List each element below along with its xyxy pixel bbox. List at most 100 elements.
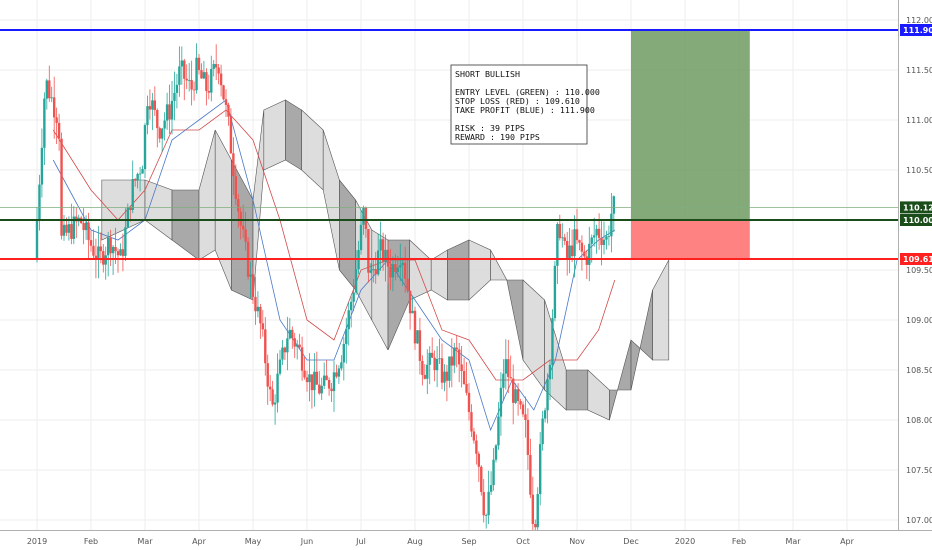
grid: [0, 0, 898, 530]
candle-body: [435, 358, 439, 371]
candle-body: [254, 296, 257, 312]
candle-body: [546, 379, 549, 411]
candle-body: [389, 266, 392, 278]
price-tick-label: 107.000: [906, 516, 932, 525]
candle-body: [295, 344, 299, 347]
annotation-box[interactable]: SHORT BULLISH ENTRY LEVEL (GREEN) : 110.…: [450, 64, 600, 145]
candle-body: [322, 375, 326, 386]
candle-body: [237, 199, 240, 212]
cloud-segment: [565, 369, 589, 411]
cloud-segment: [263, 99, 286, 171]
candle-body: [106, 237, 110, 256]
candle-body: [578, 240, 581, 243]
annotation-line: SHORT BULLISH: [455, 69, 520, 79]
candle-body: [433, 357, 436, 371]
candle-body: [84, 222, 88, 231]
level-price-badge-text: 109.610: [903, 255, 932, 264]
candle-body: [227, 104, 230, 117]
price-tick-label: 109.000: [906, 316, 932, 325]
candle-body: [369, 270, 373, 273]
candle-body: [352, 292, 355, 302]
candle-body: [399, 265, 402, 268]
candle-body: [271, 389, 274, 405]
candle-body: [251, 274, 255, 297]
candle-body: [529, 454, 532, 495]
candle-body: [62, 224, 66, 236]
price-tick-label: 108.500: [906, 366, 932, 375]
candle-body: [583, 251, 586, 257]
candle-body: [229, 116, 233, 154]
price-tick-label: 110.500: [906, 166, 932, 175]
candle-body: [121, 249, 125, 256]
candle-body: [342, 344, 346, 363]
candle-body: [359, 224, 363, 251]
level-price-badge: [900, 24, 932, 36]
tenkan-line: [52, 99, 616, 432]
candle-body: [133, 179, 137, 181]
candle-body: [111, 246, 115, 254]
time-tick-label: 2019: [27, 537, 47, 546]
candle-body: [315, 371, 319, 385]
candle-body: [394, 264, 397, 273]
candle-body: [210, 68, 213, 93]
candle-body: [173, 92, 176, 101]
candle-body: [367, 229, 370, 273]
candle-body: [178, 66, 181, 85]
candle-body: [160, 128, 164, 139]
ichimoku-cloud: [101, 99, 670, 421]
candle-body: [507, 359, 510, 378]
candle-body: [205, 72, 208, 91]
candle-body: [192, 89, 196, 91]
candle-body: [497, 416, 500, 446]
candle-body: [612, 196, 616, 214]
time-tick-label: Mar: [137, 537, 153, 546]
annotation-line: ENTRY LEVEL (GREEN) : 110.000: [455, 87, 600, 97]
time-tick-label: Jul: [355, 537, 366, 546]
candle-body: [232, 153, 235, 177]
candle-body: [293, 338, 296, 347]
candle-body: [349, 301, 353, 311]
candle-body: [239, 211, 242, 226]
price-tick-label: 111.000: [906, 116, 932, 125]
indicator-lines: [52, 99, 616, 432]
candle-body: [136, 173, 139, 181]
candle-body: [460, 364, 463, 372]
candle-body: [462, 371, 466, 384]
candle-body: [40, 147, 44, 185]
time-axis[interactable]: 2019 Feb Mar Apr May Jun Jul Aug Sep Oct Nov Dec 202…: [27, 537, 855, 546]
candle-body: [470, 412, 473, 432]
candle-body: [190, 80, 193, 90]
candle-body: [249, 274, 252, 277]
candle-body: [595, 228, 598, 236]
candle-body: [185, 78, 188, 81]
candle-body: [313, 371, 316, 391]
price-tick-label: 108.000: [906, 416, 932, 425]
time-tick-label: Apr: [840, 537, 855, 546]
annotation-line: RISK : 39 PIPS: [455, 123, 525, 133]
candle-body: [126, 207, 130, 228]
candle-body: [195, 57, 198, 91]
candle-body: [384, 249, 387, 263]
candle-body: [413, 310, 417, 344]
candle-body: [288, 329, 292, 339]
candle-body: [217, 67, 220, 74]
candle-body: [65, 224, 68, 233]
stop-loss-zone[interactable]: [631, 220, 750, 259]
candle-body: [482, 492, 485, 516]
candle-body: [102, 251, 105, 265]
candle-body: [308, 374, 311, 383]
take-profit-zone[interactable]: [631, 30, 750, 220]
candle-body: [158, 128, 161, 139]
candle-body: [448, 356, 451, 381]
candle-body: [597, 228, 601, 238]
candle-body: [541, 418, 544, 445]
candle-body: [143, 125, 147, 170]
annotation-line: TAKE PROFIT (BLUE) : 111.900: [455, 105, 595, 115]
candle-body: [92, 245, 95, 256]
candle-body: [124, 227, 127, 256]
candle-body: [35, 219, 39, 260]
candle-body: [286, 338, 289, 353]
candle-body: [327, 380, 331, 389]
